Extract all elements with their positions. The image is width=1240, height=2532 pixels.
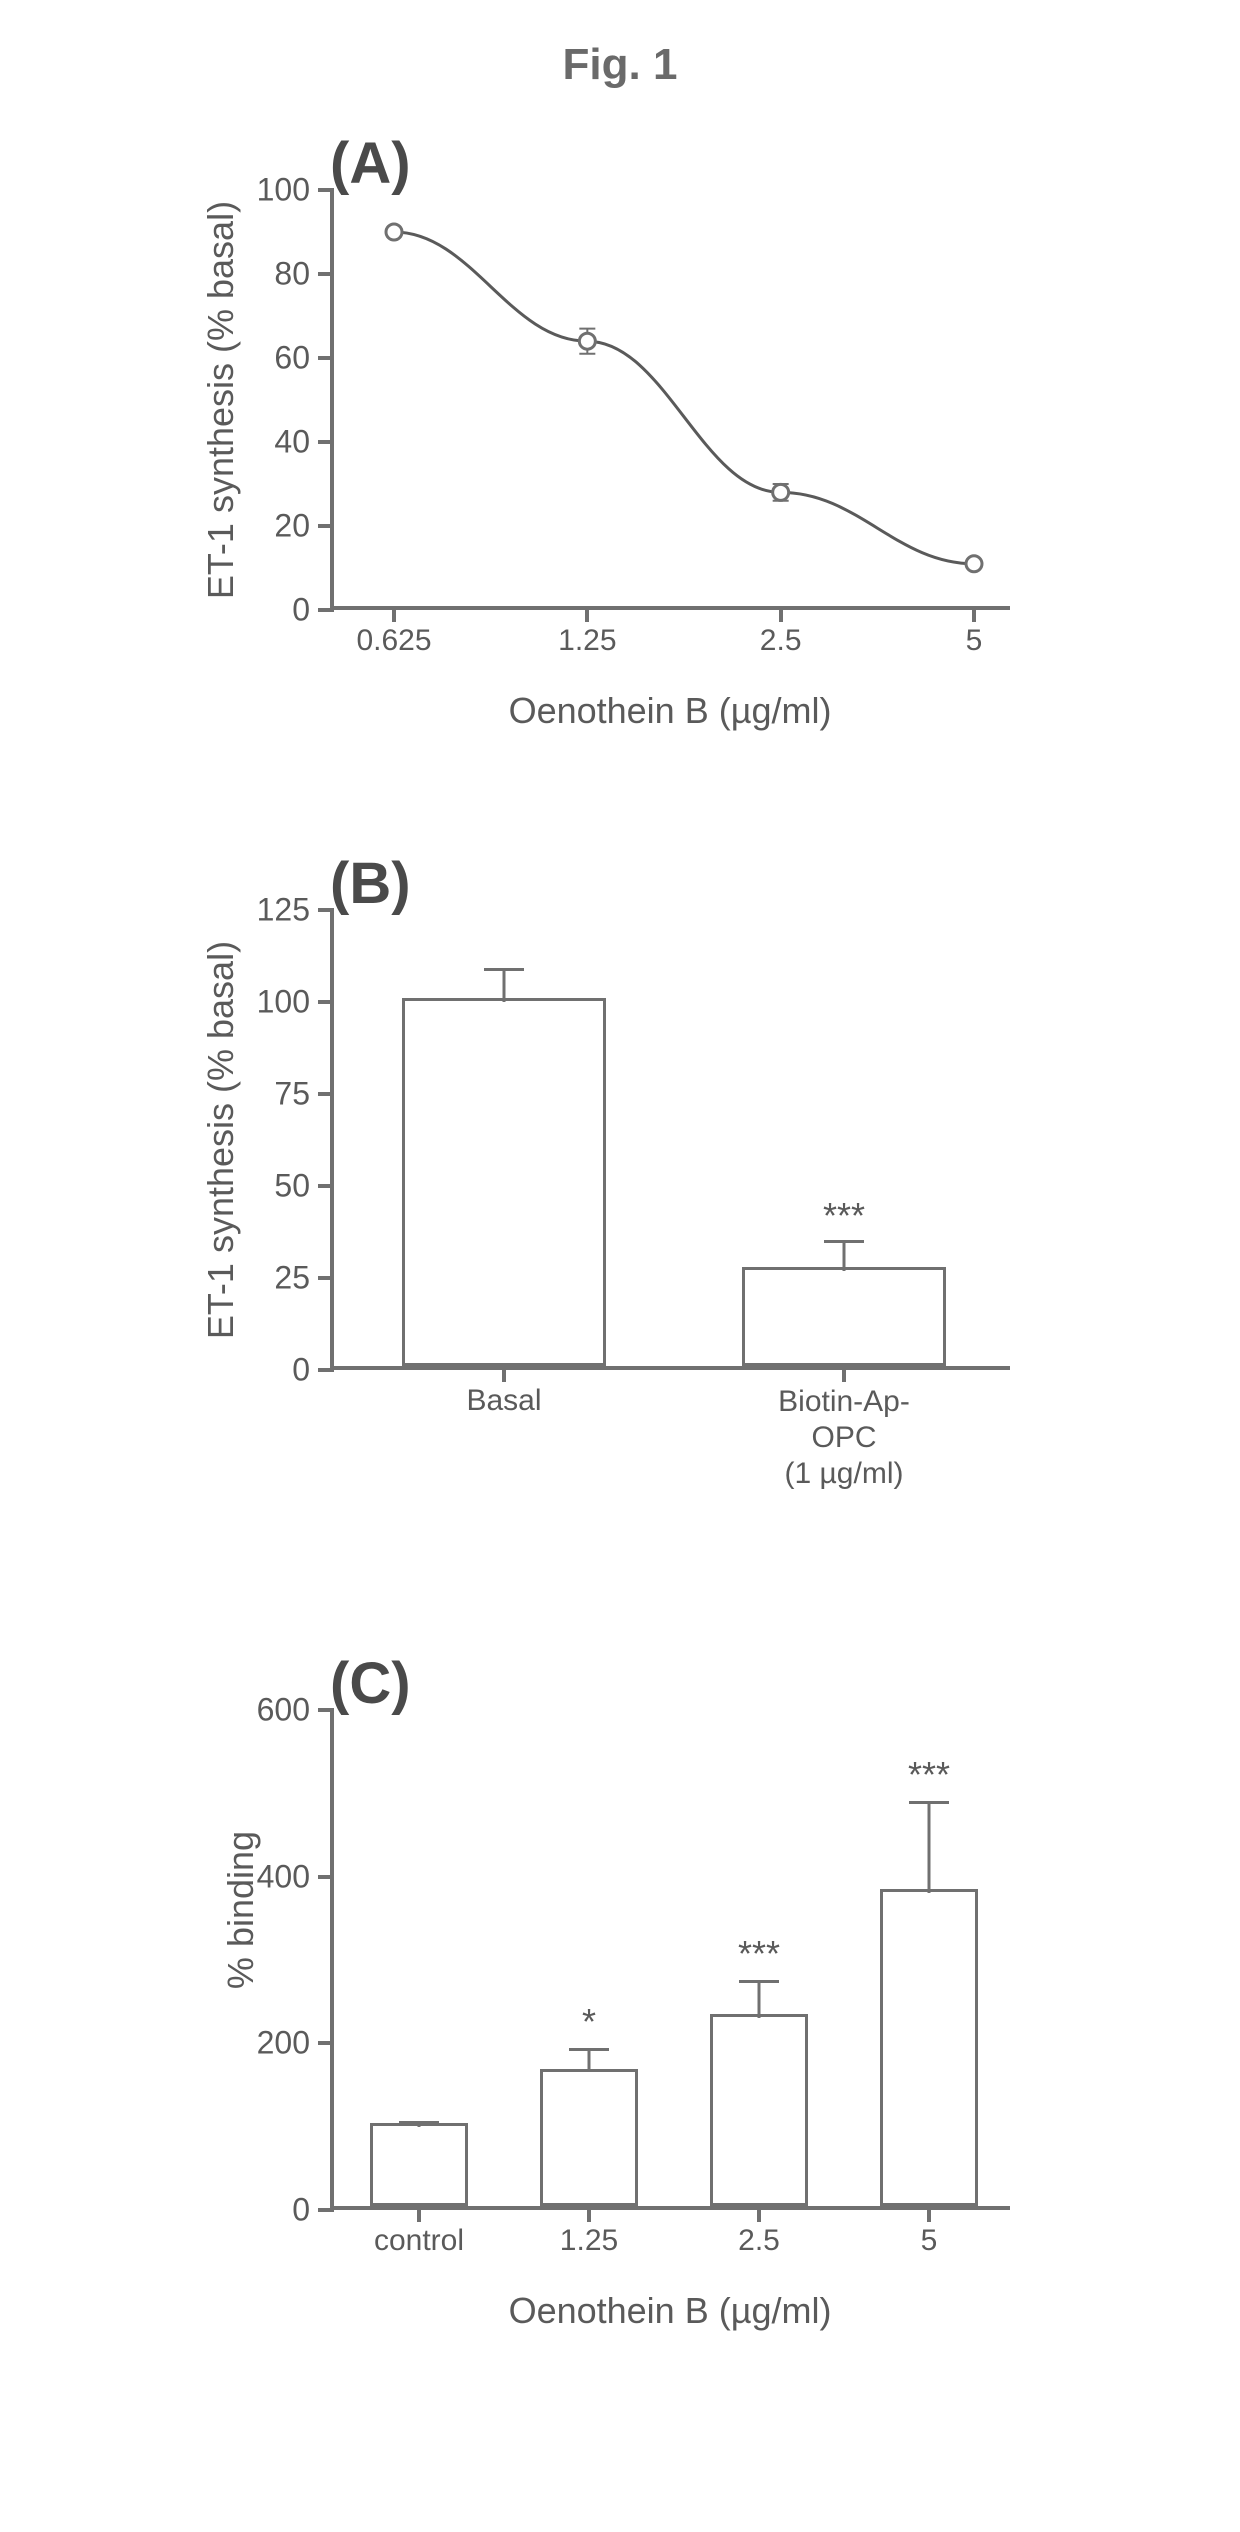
ytick-label: 75 (274, 1076, 334, 1113)
panel-a-curve (394, 232, 974, 564)
xtick-label: 2.5 (760, 606, 802, 658)
panel-a-label: (A) (330, 130, 411, 197)
panel-a-ylabel: ET-1 synthesis (% basal) (200, 190, 242, 610)
panel-b-bar (402, 998, 606, 1366)
ytick-label: 400 (257, 1858, 334, 1895)
panel-b: (B) 0255075100125BasalBiotin-Ap-OPC(1 µg… (190, 870, 1050, 1530)
panel-c-xlabel: Oenothein B (µg/ml) (330, 2290, 1010, 2332)
panel-c-plot: 0200400600control1.25*2.5***5*** (330, 1710, 1010, 2210)
xtick-label: 5 (921, 2206, 938, 2258)
panel-c-bar (540, 2069, 639, 2207)
panel-a-marker (966, 556, 982, 572)
panel-c-sig: * (582, 2001, 596, 2043)
panel-c-bar (710, 2014, 809, 2206)
ytick-label: 200 (257, 2025, 334, 2062)
xtick-label: 0.625 (356, 606, 431, 658)
panel-c-label: (C) (330, 1650, 411, 1717)
xtick-label: 1.25 (560, 2206, 618, 2258)
figure-title: Fig. 1 (0, 40, 1240, 90)
panel-b-label: (B) (330, 850, 411, 917)
panel-c-bar (370, 2123, 469, 2206)
ytick-label: 0 (292, 2192, 334, 2229)
ytick-label: 20 (274, 508, 334, 545)
ytick-label: 25 (274, 1260, 334, 1297)
ytick-label: 600 (257, 1692, 334, 1729)
xtick-label: Biotin-Ap-OPC(1 µg/ml) (761, 1366, 927, 1492)
ytick-label: 60 (274, 340, 334, 377)
panel-a-plot: 0204060801000.6251.252.55 (330, 190, 1010, 610)
ytick-label: 50 (274, 1168, 334, 1205)
panel-b-sig: *** (823, 1195, 865, 1237)
panel-c: (C) 0200400600control1.25*2.5***5*** % b… (190, 1670, 1050, 2410)
panel-c-sig: *** (908, 1754, 950, 1796)
panel-b-bar (742, 1267, 946, 1366)
xtick-label: control (374, 2206, 464, 2258)
panel-c-bar (880, 1889, 979, 2206)
panel-b-plot: 0255075100125BasalBiotin-Ap-OPC(1 µg/ml)… (330, 910, 1010, 1370)
panel-a: (A) 0204060801000.6251.252.55 ET-1 synth… (190, 150, 1050, 750)
panel-b-ylabel: ET-1 synthesis (% basal) (200, 910, 242, 1370)
xtick-label: 5 (966, 606, 983, 658)
xtick-label: 2.5 (738, 2206, 780, 2258)
ytick-label: 0 (292, 592, 334, 629)
panel-c-sig: *** (738, 1933, 780, 1975)
panel-a-xlabel: Oenothein B (µg/ml) (330, 690, 1010, 732)
panel-a-line (334, 190, 1014, 610)
xtick-label: Basal (466, 1366, 541, 1418)
ytick-label: 100 (257, 172, 334, 209)
ytick-label: 125 (257, 892, 334, 929)
panel-a-marker (579, 333, 595, 349)
panel-a-marker (773, 484, 789, 500)
ytick-label: 40 (274, 424, 334, 461)
panel-c-ylabel: % binding (220, 1760, 262, 2060)
ytick-label: 80 (274, 256, 334, 293)
panel-a-marker (386, 224, 402, 240)
ytick-label: 100 (257, 984, 334, 1021)
ytick-label: 0 (292, 1352, 334, 1389)
xtick-label: 1.25 (558, 606, 616, 658)
